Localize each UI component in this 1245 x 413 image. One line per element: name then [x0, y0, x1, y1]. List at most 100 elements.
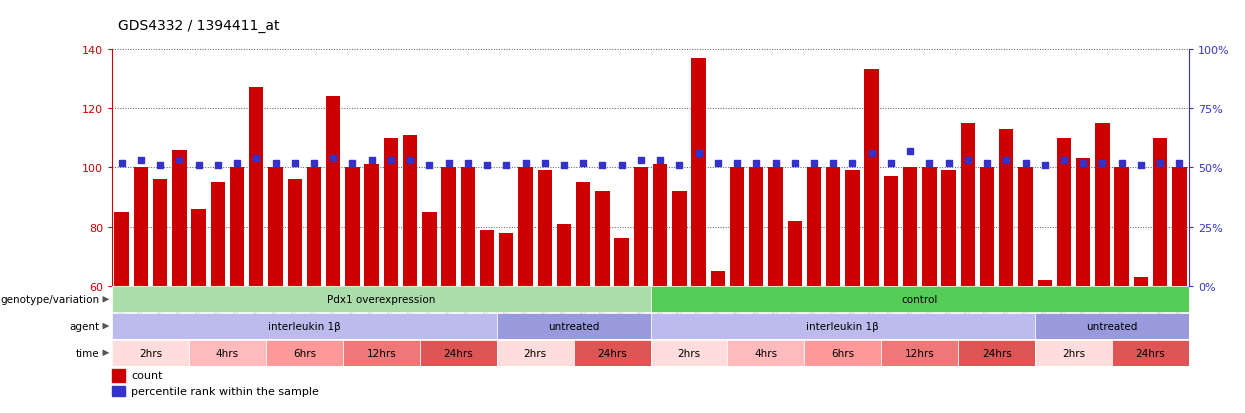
- Bar: [112, 287, 650, 312]
- Point: [112, 160, 132, 166]
- Bar: [192, 209, 205, 413]
- Bar: [306, 168, 321, 413]
- Bar: [112, 313, 497, 339]
- Text: 6hrs: 6hrs: [832, 348, 854, 358]
- Point: [1169, 160, 1189, 166]
- Bar: [342, 340, 420, 366]
- Point: [939, 160, 959, 166]
- Point: [1016, 160, 1036, 166]
- Point: [535, 160, 555, 166]
- Point: [208, 162, 228, 169]
- Bar: [345, 168, 360, 413]
- Point: [919, 160, 939, 166]
- Bar: [576, 183, 590, 413]
- Text: count: count: [132, 370, 163, 380]
- Bar: [1114, 168, 1129, 413]
- Text: 24hrs: 24hrs: [598, 348, 627, 358]
- Point: [1112, 160, 1132, 166]
- Bar: [383, 138, 398, 413]
- Bar: [538, 171, 552, 413]
- Text: untreated: untreated: [1087, 321, 1138, 331]
- Text: genotype/variation: genotype/variation: [0, 294, 100, 304]
- Bar: [768, 168, 783, 413]
- Bar: [230, 168, 244, 413]
- Point: [189, 162, 209, 169]
- Bar: [634, 168, 649, 413]
- Bar: [727, 340, 804, 366]
- Bar: [1076, 159, 1091, 413]
- Bar: [172, 150, 187, 413]
- Bar: [788, 221, 802, 413]
- Bar: [269, 168, 283, 413]
- Bar: [1153, 138, 1168, 413]
- Bar: [499, 233, 513, 413]
- Point: [996, 157, 1016, 164]
- Bar: [881, 340, 959, 366]
- Bar: [1112, 340, 1189, 366]
- Point: [611, 162, 631, 169]
- Point: [593, 162, 613, 169]
- Point: [784, 160, 804, 166]
- Bar: [210, 183, 225, 413]
- Text: 24hrs: 24hrs: [443, 348, 473, 358]
- Point: [670, 162, 690, 169]
- Bar: [650, 287, 1189, 312]
- Text: 2hrs: 2hrs: [1062, 348, 1086, 358]
- Point: [900, 148, 920, 154]
- Bar: [403, 135, 417, 413]
- Point: [324, 155, 344, 162]
- Point: [843, 160, 863, 166]
- Bar: [923, 168, 936, 413]
- Bar: [497, 340, 574, 366]
- Point: [746, 160, 766, 166]
- Point: [477, 162, 497, 169]
- Bar: [650, 313, 1035, 339]
- Bar: [112, 386, 125, 396]
- Point: [497, 162, 517, 169]
- Bar: [112, 370, 125, 382]
- Bar: [1057, 138, 1071, 413]
- Point: [285, 160, 305, 166]
- Bar: [804, 340, 881, 366]
- Point: [438, 160, 458, 166]
- Point: [131, 157, 151, 164]
- Bar: [903, 168, 918, 413]
- Bar: [845, 171, 859, 413]
- Bar: [961, 123, 975, 413]
- Bar: [1018, 168, 1032, 413]
- Point: [881, 160, 901, 166]
- Text: 4hrs: 4hrs: [754, 348, 777, 358]
- Point: [265, 160, 285, 166]
- Text: interleukin 1β: interleukin 1β: [268, 321, 341, 331]
- Point: [554, 162, 574, 169]
- Bar: [288, 180, 303, 413]
- Point: [650, 157, 670, 164]
- Text: 4hrs: 4hrs: [215, 348, 239, 358]
- Text: untreated: untreated: [548, 321, 599, 331]
- Bar: [672, 192, 686, 413]
- Bar: [326, 97, 340, 413]
- Text: Pdx1 overexpression: Pdx1 overexpression: [327, 294, 436, 304]
- Bar: [1035, 313, 1189, 339]
- Bar: [249, 88, 264, 413]
- Point: [227, 160, 247, 166]
- Point: [1130, 162, 1150, 169]
- Bar: [595, 192, 610, 413]
- Bar: [998, 129, 1013, 413]
- Bar: [959, 340, 1035, 366]
- Bar: [884, 177, 898, 413]
- Bar: [133, 168, 148, 413]
- Bar: [518, 168, 533, 413]
- Bar: [153, 180, 167, 413]
- Bar: [980, 168, 995, 413]
- Text: 12hrs: 12hrs: [366, 348, 396, 358]
- Point: [1150, 160, 1170, 166]
- Point: [631, 157, 651, 164]
- Bar: [115, 212, 129, 413]
- Point: [977, 160, 997, 166]
- Bar: [1037, 280, 1052, 413]
- Bar: [691, 58, 706, 413]
- Point: [1073, 160, 1093, 166]
- Point: [823, 160, 843, 166]
- Point: [420, 162, 439, 169]
